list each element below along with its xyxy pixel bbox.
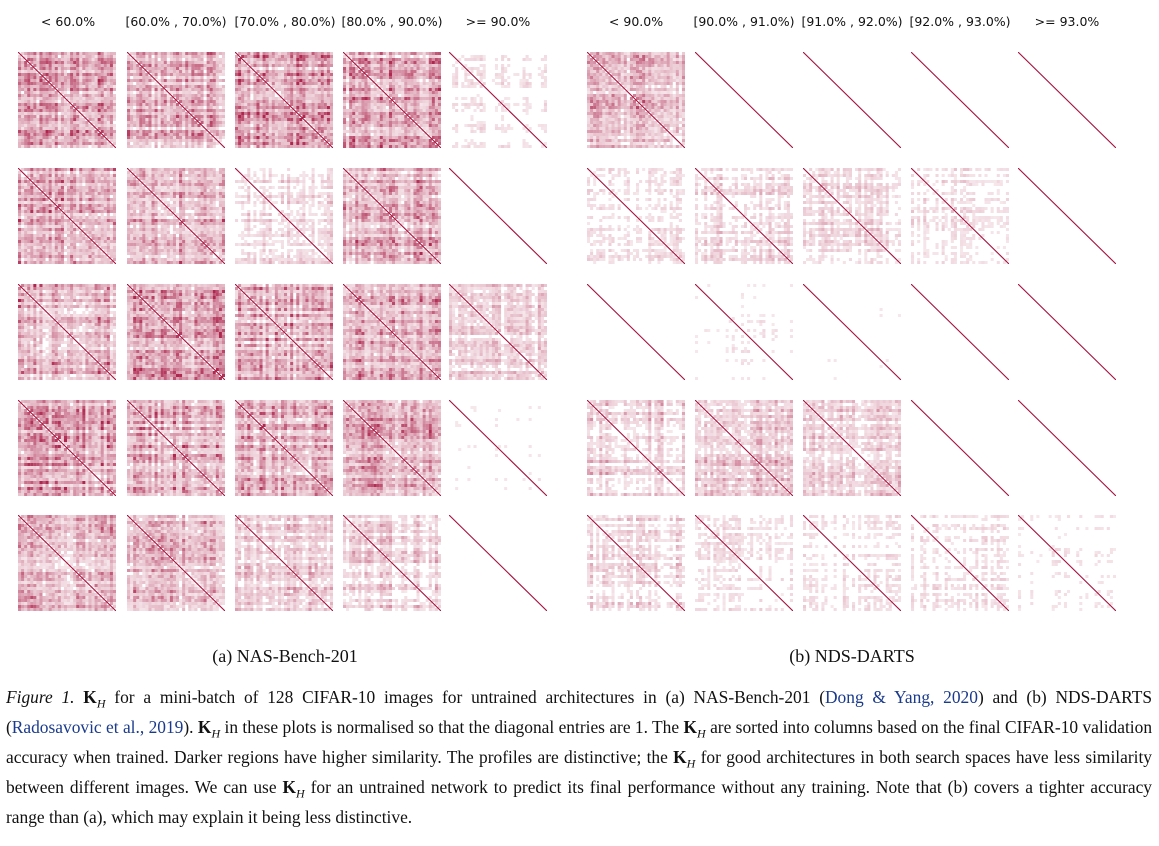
panel-b-kernel-matrix-r4-c1 [587,400,685,496]
panel-b-kernel-matrix-r5-c3 [803,515,901,611]
panel-b-kernel-matrix-r5-c2 [695,515,793,611]
panel-a-kernel-matrix-r2-c3 [235,168,333,264]
panel-a-kernel-matrix-r2-c4 [343,168,441,264]
panel-b-kernel-matrix-r2-c2 [695,168,793,264]
panel-a-kernel-matrix-r3-c2 [127,284,225,380]
caption-text: ) and (b) NDS-DARTS ( [6,687,1152,737]
kh-symbol: KH [282,777,304,800]
caption-text: ). [183,717,198,737]
figure-caption: Figure 1. KH for a mini-batch of 128 CIF… [6,686,1152,829]
panel-b-kernel-matrix-r3-c2 [695,284,793,380]
panel-b-kernel-matrix-r3-c3 [803,284,901,380]
panel-b-kernel-matrix-r2-c3 [803,168,901,264]
panel-b-kernel-matrix-r1-c3 [803,52,901,148]
panel-a-kernel-matrix-r4-c2 [127,400,225,496]
panel-b-kernel-matrix-r4-c4 [911,400,1009,496]
kh-symbol: KH [673,747,695,770]
panel-a-kernel-matrix-r1-c3 [235,52,333,148]
panel-a-kernel-matrix-r3-c4 [343,284,441,380]
panel-a-kernel-matrix-r5-c4 [343,515,441,611]
panel-b-kernel-matrix-r4-c5 [1018,400,1116,496]
panel-b-kernel-matrix-r2-c1 [587,168,685,264]
panel-a-column-header-4: >= 90.0% [466,14,531,29]
caption-text: for a mini-batch of 128 CIFAR-10 images … [106,687,825,707]
kh-symbol: KH [198,717,220,740]
panel-b-kernel-matrix-r1-c5 [1018,52,1116,148]
panel-a-kernel-matrix-r3-c3 [235,284,333,380]
panel-a-kernel-matrix-r4-c3 [235,400,333,496]
panel-b-kernel-matrix-r3-c4 [911,284,1009,380]
panel-a-kernel-matrix-r4-c1 [18,400,116,496]
panel-a-kernel-matrix-r3-c1 [18,284,116,380]
panel-b-kernel-matrix-r5-c1 [587,515,685,611]
panel-b-kernel-matrix-r1-c1 [587,52,685,148]
citation-link[interactable]: Radosavovic et al., 2019 [12,717,184,737]
panel-a-column-header-3: [80.0% , 90.0%) [341,14,442,29]
kh-symbol: KH [683,717,705,740]
caption-text: are sorted into columns based on the fin… [6,717,1152,767]
citation-link[interactable]: Dong & Yang, 2020 [825,687,978,707]
panel-a-title: (a) NAS-Bench-201 [212,646,357,667]
panel-a-kernel-matrix-r2-c2 [127,168,225,264]
panel-b-kernel-matrix-r4-c3 [803,400,901,496]
panel-b-column-header-1: [90.0% , 91.0%) [693,14,794,29]
kh-symbol: KH [83,687,105,710]
caption-text: for good architectures in both search sp… [6,747,1152,797]
panel-a-kernel-matrix-r1-c2 [127,52,225,148]
panel-a-kernel-matrix-r1-c5 [449,52,547,148]
panel-b-kernel-matrix-r1-c2 [695,52,793,148]
panel-b-kernel-matrix-r2-c4 [911,168,1009,264]
panel-b-kernel-matrix-r1-c4 [911,52,1009,148]
panel-a-kernel-matrix-r5-c1 [18,515,116,611]
panel-a-kernel-matrix-r5-c2 [127,515,225,611]
panel-b-column-header-3: [92.0% , 93.0%) [909,14,1010,29]
panel-b-kernel-matrix-r5-c5 [1018,515,1116,611]
panel-a-kernel-matrix-r1-c1 [18,52,116,148]
caption-text: for an untrained network to predict its … [6,777,1152,827]
figure-label: Figure 1. [6,687,75,707]
panel-b-title: (b) NDS-DARTS [789,646,914,667]
panel-a-kernel-matrix-r2-c1 [18,168,116,264]
panel-a-kernel-matrix-r5-c3 [235,515,333,611]
panel-a-kernel-matrix-r3-c5 [449,284,547,380]
panel-b-kernel-matrix-r5-c4 [911,515,1009,611]
panel-a-kernel-matrix-r2-c5 [449,168,547,264]
panel-a-kernel-matrix-r5-c5 [449,515,547,611]
panel-b-kernel-matrix-r3-c5 [1018,284,1116,380]
panel-b-column-header-4: >= 93.0% [1035,14,1100,29]
panel-a-column-header-1: [60.0% , 70.0%) [125,14,226,29]
panel-a-column-header-2: [70.0% , 80.0%) [234,14,335,29]
panel-b-kernel-matrix-r4-c2 [695,400,793,496]
caption-text: in these plots is normalised so that the… [220,717,683,737]
panel-b-kernel-matrix-r3-c1 [587,284,685,380]
panel-b-column-header-2: [91.0% , 92.0%) [801,14,902,29]
panel-a-column-header-0: < 60.0% [41,14,95,29]
panel-b-column-header-0: < 90.0% [609,14,663,29]
panel-a-kernel-matrix-r4-c4 [343,400,441,496]
panel-a-kernel-matrix-r4-c5 [449,400,547,496]
panel-b-kernel-matrix-r2-c5 [1018,168,1116,264]
panel-a-kernel-matrix-r1-c4 [343,52,441,148]
